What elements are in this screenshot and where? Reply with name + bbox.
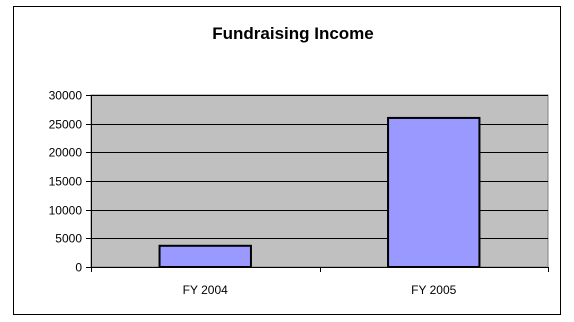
tick-labels: 0 5000 10000 15000 20000 25000 30000 FY 2004 FY … [49,89,457,298]
bar [158,244,252,268]
y-tick-label: 30000 [49,89,83,103]
x-tick-label: FY 2004 [183,283,228,297]
x-tick-label: FY 2005 [411,283,456,297]
bar [387,116,481,268]
y-tick-label: 5000 [55,232,82,246]
axes [86,95,549,272]
y-tick-label: 0 [75,261,82,275]
chart-title: Fundraising Income [212,24,374,43]
y-tick-label: 20000 [49,146,83,160]
y-tick-label: 15000 [49,175,83,189]
y-tick-label: 10000 [49,204,83,218]
y-tick-label: 25000 [49,118,83,132]
